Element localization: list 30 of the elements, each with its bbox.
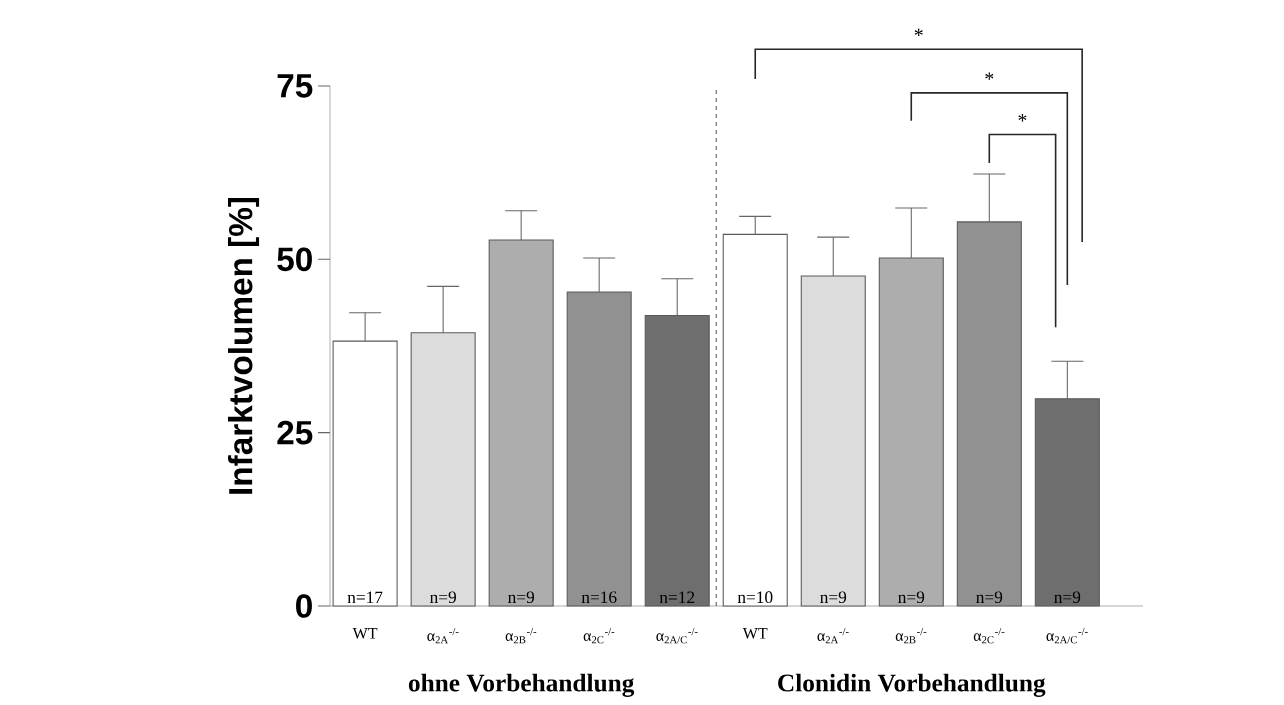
x-tick-label: α$_{2C}$-/- xyxy=(583,628,615,644)
annotation: n=9 xyxy=(508,591,534,604)
x-tick-label: α$_{2A/C}$-/- xyxy=(1046,628,1088,644)
y-tick-label: 25 xyxy=(277,420,313,445)
y-axis-title: Infarktvolumen [%] xyxy=(228,197,260,494)
annotation: * xyxy=(1018,114,1027,122)
text: ohne Vorbehandlung xyxy=(408,673,635,697)
annotation: n=10 xyxy=(737,591,773,604)
annotation: n=9 xyxy=(429,591,456,604)
x-tick-label: α$_{2A}$-/- xyxy=(427,628,459,644)
text: Clonidin Vorbehandlung xyxy=(778,673,1046,697)
annotation: n=16 xyxy=(581,591,617,604)
x-tick-label: α$_{2B}$-/- xyxy=(505,628,537,644)
x-tick-label: WT xyxy=(742,628,768,639)
annotation: n=9 xyxy=(976,591,1003,604)
annotation: n=9 xyxy=(898,591,925,604)
x-tick-label: WT xyxy=(352,628,378,639)
y-tick-label: 50 xyxy=(277,247,312,272)
y-tick-label: 0 xyxy=(296,594,312,618)
annotation: n=9 xyxy=(820,591,847,604)
annotation: n=17 xyxy=(347,591,383,604)
x-tick-label: α$_{2A}$-/- xyxy=(817,628,849,644)
y-tick-label: 75 xyxy=(277,74,313,98)
x-tick-label: α$_{2A/C}$-/- xyxy=(656,628,698,644)
annotation: n=12 xyxy=(659,591,695,604)
x-tick-label: α$_{2C}$-/- xyxy=(973,628,1005,644)
x-tick-label: α$_{2B}$-/- xyxy=(895,628,927,644)
text: * xyxy=(985,72,994,80)
annotation: n=9 xyxy=(1054,591,1081,604)
text: * xyxy=(914,28,923,37)
